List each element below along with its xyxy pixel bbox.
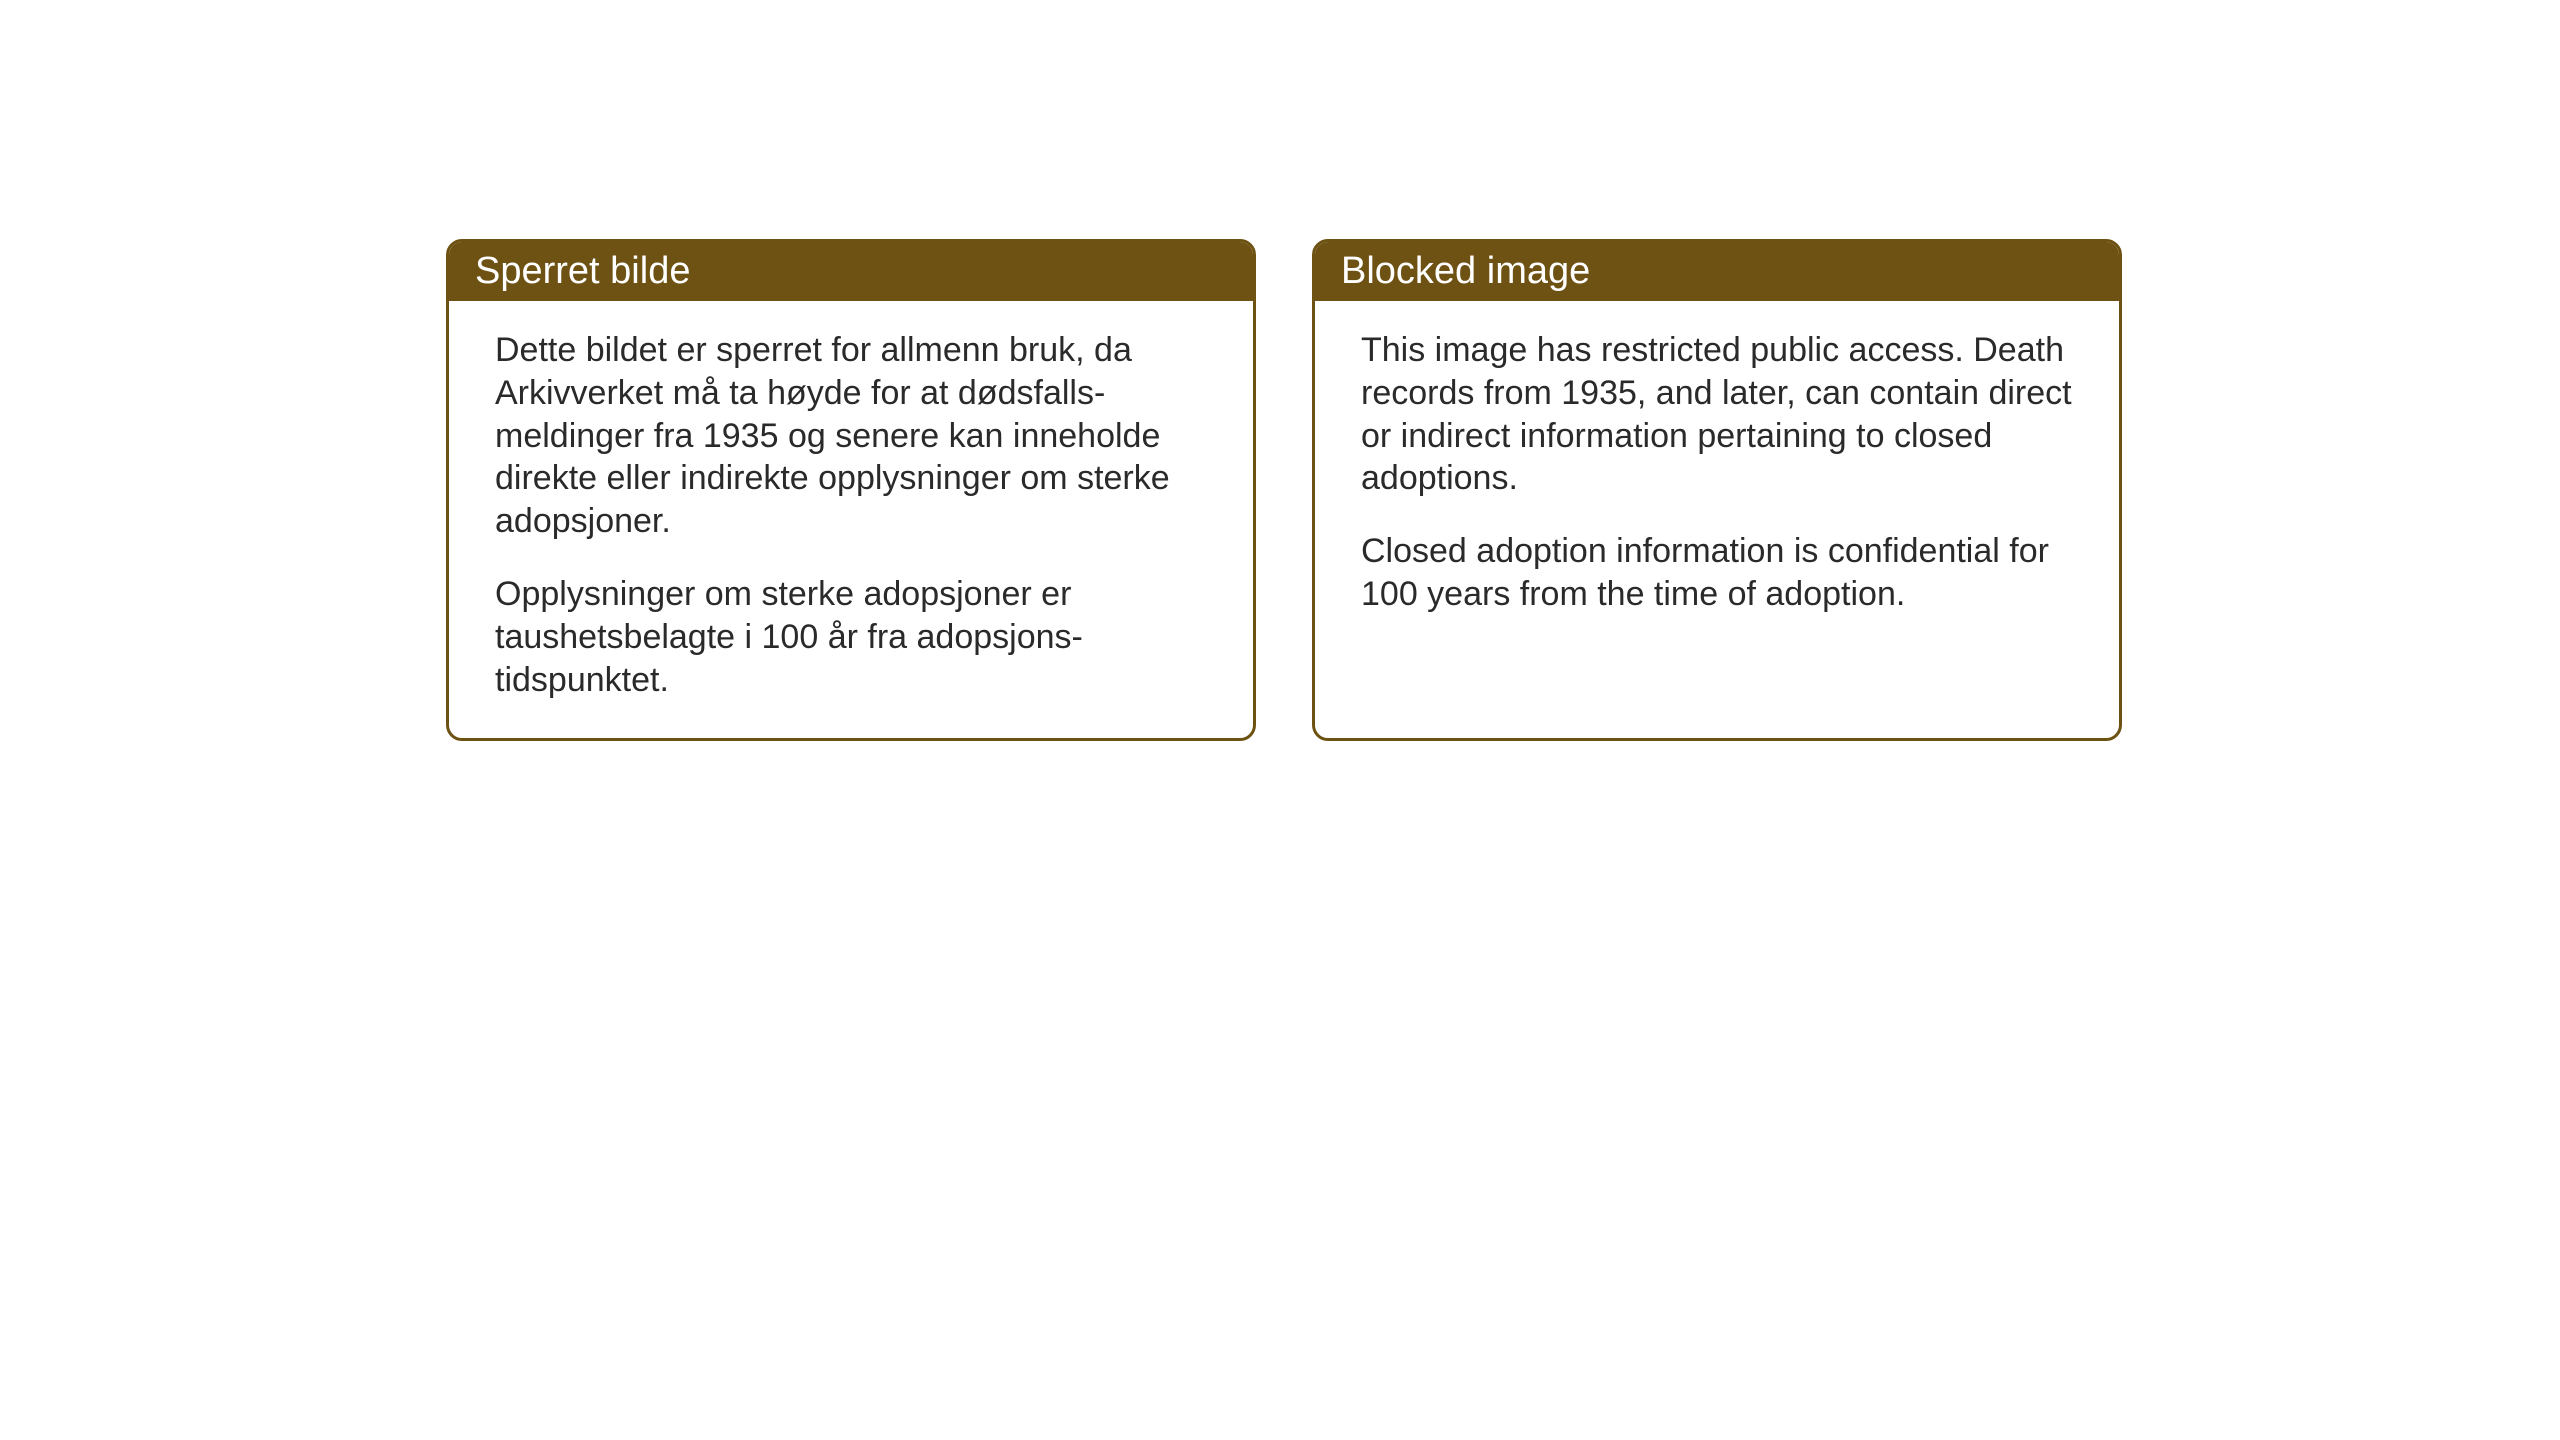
notice-body-english: This image has restricted public access.…	[1315, 301, 2119, 711]
notice-container: Sperret bilde Dette bildet er sperret fo…	[446, 239, 2122, 741]
notice-title: Blocked image	[1341, 250, 1590, 292]
notice-paragraph: Opplysninger om sterke adopsjoner er tau…	[495, 573, 1207, 701]
notice-paragraph: Dette bildet er sperret for allmenn bruk…	[495, 329, 1207, 543]
notice-header-english: Blocked image	[1315, 242, 2119, 301]
notice-body-norwegian: Dette bildet er sperret for allmenn bruk…	[449, 301, 1253, 738]
notice-paragraph: Closed adoption information is confident…	[1361, 530, 2073, 616]
notice-card-english: Blocked image This image has restricted …	[1312, 239, 2122, 741]
notice-paragraph: This image has restricted public access.…	[1361, 329, 2073, 500]
notice-header-norwegian: Sperret bilde	[449, 242, 1253, 301]
notice-card-norwegian: Sperret bilde Dette bildet er sperret fo…	[446, 239, 1256, 741]
notice-title: Sperret bilde	[475, 250, 690, 292]
